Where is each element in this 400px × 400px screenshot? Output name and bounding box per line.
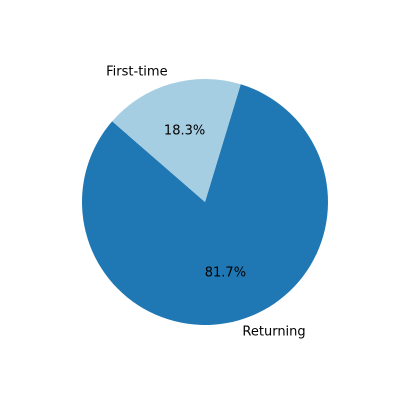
slice-percent-returning: 81.7% [205,265,246,280]
pie-slice-first-time [112,78,241,202]
slice-label-returning: Returning [242,325,305,340]
slice-label-first-time: First-time [106,64,167,79]
pie-slice-returning [81,84,328,325]
pie-labels: Returning 81.7% First-time 18.3% [106,64,306,339]
slice-percent-first-time: 18.3% [164,124,205,139]
pie-slices [81,78,328,325]
